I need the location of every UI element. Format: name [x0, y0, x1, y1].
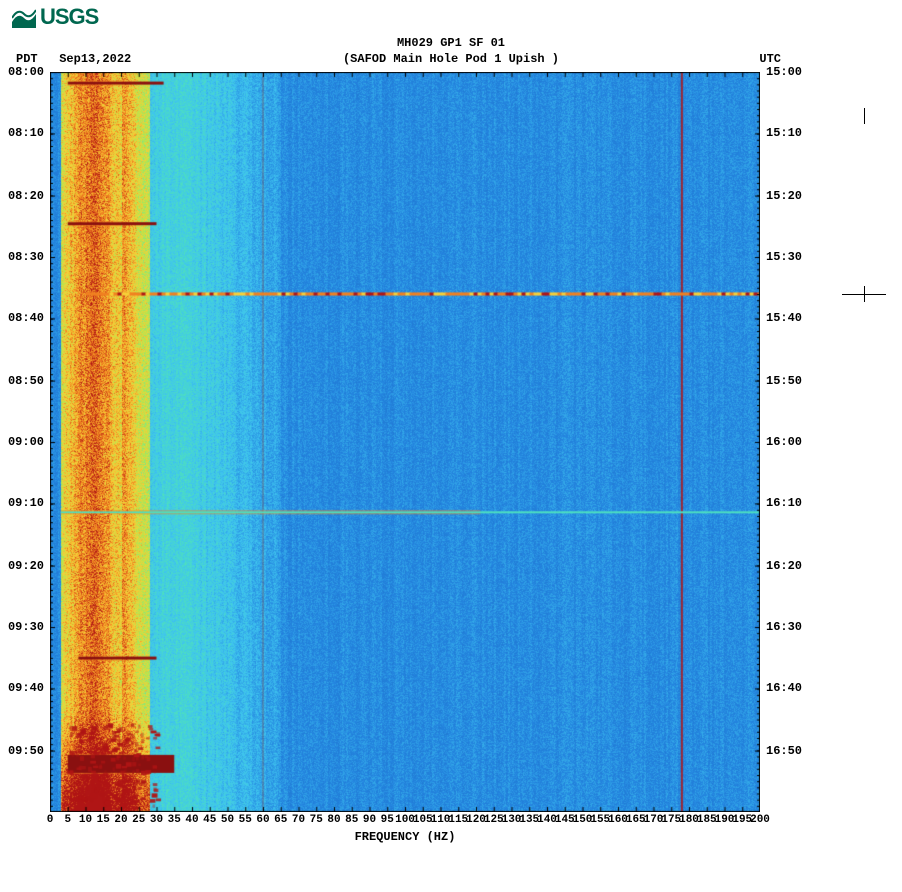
x-tick: 30: [150, 814, 163, 826]
x-tick: 10: [79, 814, 92, 826]
usgs-logo: USGS: [12, 4, 898, 30]
y-right-tick: 16:40: [760, 681, 820, 695]
plot-subtitle: (SAFOD Main Hole Pod 1 Upish ): [0, 52, 902, 66]
y-left-tick: 08:00: [4, 65, 50, 79]
usgs-wave-icon: [12, 6, 36, 28]
x-tick: 70: [292, 814, 305, 826]
spectrogram-plot: 08:0008:1008:2008:3008:4008:5009:0009:10…: [4, 72, 898, 862]
x-tick: 60: [256, 814, 269, 826]
x-tick: 35: [168, 814, 181, 826]
y-left-tick: 08:50: [4, 374, 50, 388]
usgs-logo-text: USGS: [40, 4, 98, 30]
y-left-tick: 08:40: [4, 311, 50, 325]
y-left-tick: 09:50: [4, 744, 50, 758]
y-right-tick: 15:40: [760, 311, 820, 325]
y-right-tick: 15:00: [760, 65, 820, 79]
x-tick: 40: [185, 814, 198, 826]
y-right-tick: 15:10: [760, 126, 820, 140]
y-left-tick: 08:30: [4, 250, 50, 264]
y-right-tick: 15:50: [760, 374, 820, 388]
x-tick: 20: [114, 814, 127, 826]
header-row: PDT Sep13,2022 (SAFOD Main Hole Pod 1 Up…: [4, 52, 898, 66]
margin-marker: [834, 294, 894, 295]
x-tick: 55: [239, 814, 252, 826]
x-tick: 25: [132, 814, 145, 826]
y-right-tick: 15:20: [760, 189, 820, 203]
y-right-tick: 16:10: [760, 496, 820, 510]
y-right-tick: 16:30: [760, 620, 820, 634]
y-left-tick: 09:10: [4, 496, 50, 510]
y-left-tick: 09:40: [4, 681, 50, 695]
x-tick: 0: [47, 814, 54, 826]
x-axis-label: FREQUENCY (HZ): [50, 830, 760, 844]
x-tick: 45: [203, 814, 216, 826]
y-left-tick: 08:20: [4, 189, 50, 203]
x-tick: 80: [327, 814, 340, 826]
y-right-tick: 16:50: [760, 744, 820, 758]
x-tick: 90: [363, 814, 376, 826]
x-tick: 50: [221, 814, 234, 826]
x-tick: 85: [345, 814, 358, 826]
y-left-tick: 09:20: [4, 559, 50, 573]
x-tick: 75: [310, 814, 323, 826]
y-right-tick: 16:20: [760, 559, 820, 573]
y-left-tick: 08:10: [4, 126, 50, 140]
y-axis-left-pdt: 08:0008:1008:2008:3008:4008:5009:0009:10…: [4, 72, 50, 812]
x-tick: 200: [750, 814, 770, 826]
margin-marker: [834, 116, 894, 117]
y-right-tick: 16:00: [760, 435, 820, 449]
y-axis-right-utc: 15:0015:1015:2015:3015:4015:5016:0016:10…: [760, 72, 820, 812]
plot-title: MH029 GP1 SF 01: [4, 36, 898, 50]
x-tick: 65: [274, 814, 287, 826]
x-axis-frequency: 0510152025303540455055606570758085909510…: [50, 814, 760, 830]
x-tick: 95: [381, 814, 394, 826]
y-left-tick: 09:00: [4, 435, 50, 449]
y-left-tick: 09:30: [4, 620, 50, 634]
x-tick: 5: [64, 814, 71, 826]
y-right-tick: 15:30: [760, 250, 820, 264]
spectrogram-heatmap: [50, 72, 760, 812]
x-tick: 15: [97, 814, 110, 826]
